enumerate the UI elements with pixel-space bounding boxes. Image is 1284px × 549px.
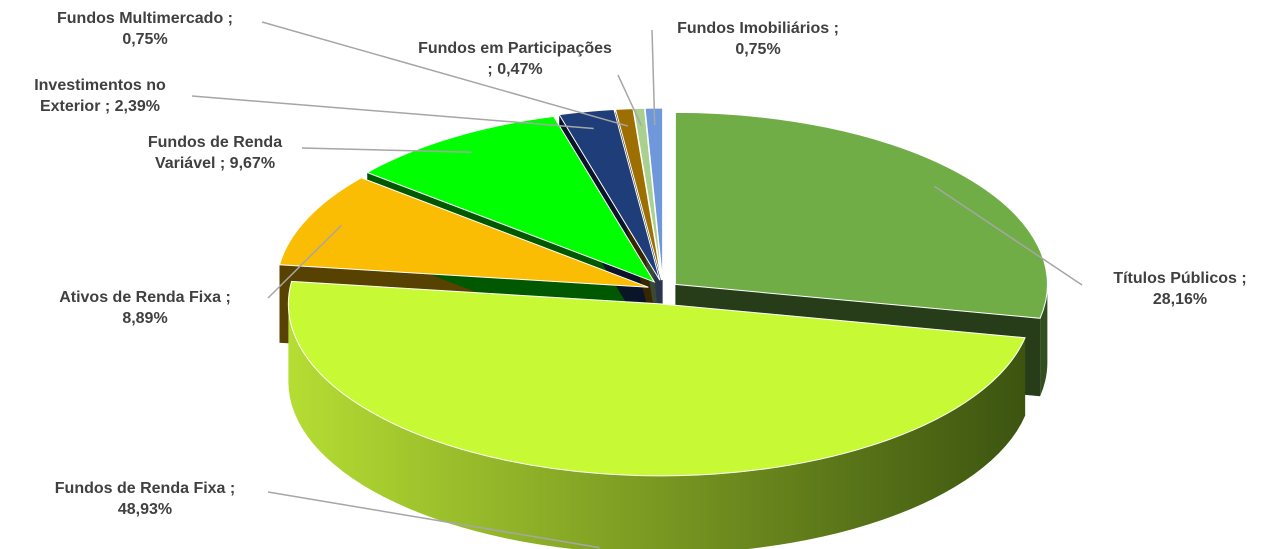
- value-label: 28,16%: [1152, 291, 1208, 308]
- slice-side: [1040, 284, 1048, 397]
- data-label: Fundos Imobiliários ; 0,75%: [638, 18, 878, 60]
- pie-slice: [674, 111, 1048, 319]
- category-label: Fundos Imobiliários ;: [677, 20, 839, 37]
- value-label: 0,75%: [122, 31, 168, 48]
- category-label: Investimentos no Exterior ;: [34, 77, 166, 115]
- value-label: 48,93%: [117, 501, 173, 518]
- pie-slice: [278, 177, 649, 288]
- category-label: Ativos de Renda Fixa ;: [59, 289, 231, 306]
- pie-slice: [558, 109, 661, 281]
- pie-slice: [366, 115, 656, 283]
- leader-line: [933, 185, 1083, 286]
- category-label: Títulos Públicos ;: [1113, 270, 1247, 287]
- leader-line: [617, 74, 642, 126]
- data-label: Fundos Multimercado ; 0,75%: [15, 8, 275, 50]
- leader-line: [651, 29, 656, 126]
- category-label: Fundos de Renda Variável ;: [147, 134, 283, 172]
- slice-side: [288, 303, 1026, 549]
- data-label: Fundos de Renda Fixa ; 48,93%: [15, 478, 275, 520]
- data-label: Investimentos no Exterior ; 2,39%: [18, 75, 183, 117]
- category-label: Fundos Multimercado ;: [57, 10, 233, 27]
- data-label: Ativos de Renda Fixa ; 8,89%: [15, 287, 275, 329]
- data-label: Fundos em Participações ; 0,47%: [418, 38, 613, 80]
- value-label: 2,39%: [114, 98, 161, 115]
- leader-line: [191, 95, 594, 130]
- value-label: 9,67%: [229, 155, 276, 172]
- category-label: Fundos de Renda Fixa ;: [54, 480, 236, 497]
- value-label: 8,89%: [122, 310, 168, 327]
- pie-slice: [287, 280, 1026, 477]
- category-label: Fundos em Participações ;: [418, 40, 612, 78]
- data-label: Títulos Públicos ; 28,16%: [1070, 268, 1284, 310]
- leader-line: [261, 21, 629, 127]
- value-label: 0,47%: [497, 61, 543, 78]
- leader-line: [301, 147, 472, 154]
- value-label: 0,75%: [735, 41, 781, 58]
- data-label: Fundos de Renda Variável ; 9,67%: [125, 132, 305, 174]
- leader-line: [267, 491, 600, 549]
- leader-line: [267, 224, 342, 299]
